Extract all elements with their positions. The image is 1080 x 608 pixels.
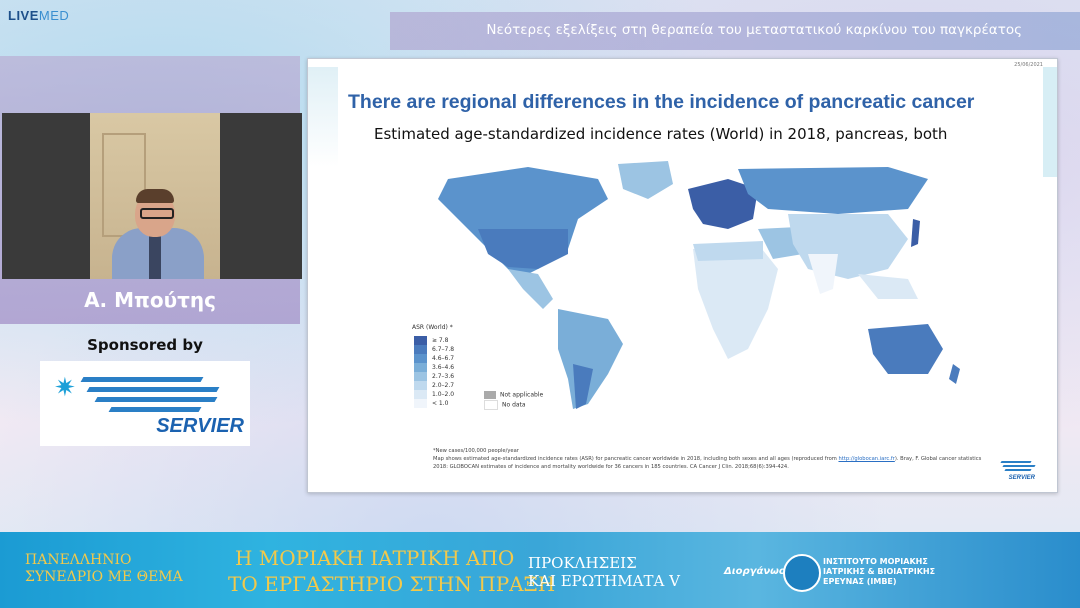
footer-banner (0, 532, 1080, 608)
slide-title: There are regional differences in the in… (348, 91, 975, 113)
sponsor-star-icon: ✷ (54, 373, 76, 403)
imbe-logo-icon (783, 554, 821, 592)
legend-label: 1.0–2.0 (432, 391, 455, 398)
legend-swatch (414, 372, 427, 381)
south-america (558, 309, 623, 409)
legend-swatch (414, 399, 427, 408)
australia (868, 324, 943, 374)
usa (478, 229, 568, 269)
argentina (573, 364, 593, 409)
congress-title: ΠΑΝΕΛΛΗΝΙΟ ΣΥΝΕΔΡΙΟ ΜΕ ΘΕΜΑ (25, 552, 183, 585)
legend-title: ASR (World) * (412, 324, 453, 331)
central-america (508, 269, 553, 309)
legend-not-applicable: Not applicable No data (484, 391, 543, 410)
asia (788, 214, 908, 279)
africa (693, 244, 778, 359)
greenland (618, 161, 673, 199)
slide-page-number: 7 (1032, 93, 1037, 101)
legend-swatch (414, 363, 427, 372)
legend-swatch (414, 336, 427, 345)
europe (688, 179, 758, 229)
legend-label: 2.7–3.6 (432, 373, 455, 380)
challenges-title: ΠΡΟΚΛΗΣΕΙΣ ΚΑΙ ΕΡΩΤΗΜΑΤΑ V (528, 554, 680, 590)
theme-line-2: ΤΟ ΕΡΓΑΣΤΗΡΙΟ ΣΤΗΝ ΠΡΑΞΗ (228, 572, 556, 596)
slide-footnote: *New cases/100,000 people/year Map shows… (433, 448, 982, 470)
new-zealand (949, 364, 960, 384)
livemed-logo: LIVEMED (8, 8, 70, 23)
theme-line-1: Η ΜΟΡΙΑΚΗ ΙΑΤΡΙΚΗ ΑΠΟ (235, 546, 515, 570)
southeast-asia (858, 274, 918, 299)
legend-swatch (414, 381, 427, 390)
legend-label: ≥ 7.8 (432, 337, 449, 344)
session-title: Νεότερες εξελίξεις στη θεραπεία του μετα… (486, 22, 1022, 38)
header-band (390, 12, 1080, 50)
world-incidence-map (438, 161, 960, 409)
slide-date: 25/06/2021 (1014, 62, 1043, 68)
speaker-video (2, 113, 302, 279)
legend-label: < 1.0 (432, 400, 449, 407)
slide-subtitle: Estimated age-standardized incidence rat… (374, 125, 948, 143)
sponsored-label: Sponsored by (87, 336, 203, 354)
speaker-name: Α. Μπούτης (84, 288, 216, 312)
globocan-link[interactable]: http://globocan.iarc.fr (838, 456, 895, 462)
japan (911, 219, 920, 247)
north-america (438, 167, 608, 279)
legend-label: 6.7–7.8 (432, 346, 455, 353)
sponsor-logo: ✷ SERVIER (40, 361, 250, 446)
legend-label: 2.0–2.7 (432, 382, 455, 389)
organizer-name: ΙΝΣΤΙΤΟΥΤΟ ΜΟΡΙΑΚΗΣ ΙΑΤΡΙΚΗΣ & ΒΙΟΙΑΤΡΙΚΗ… (823, 557, 936, 586)
presentation-slide: 25/06/2021 7 There are regional differen… (307, 58, 1058, 493)
legend-swatch (414, 354, 427, 363)
india (808, 254, 838, 294)
north-africa (693, 241, 763, 261)
legend-swatch (414, 345, 427, 354)
legend-swatch (414, 390, 427, 399)
legend-label: 3.6–4.6 (432, 364, 455, 371)
slide-servier-logo: SERVIER (995, 459, 1036, 481)
russia (738, 167, 928, 214)
organizer-label: Διοργάνωση: (724, 566, 798, 577)
legend-label: 4.6–6.7 (432, 355, 455, 362)
